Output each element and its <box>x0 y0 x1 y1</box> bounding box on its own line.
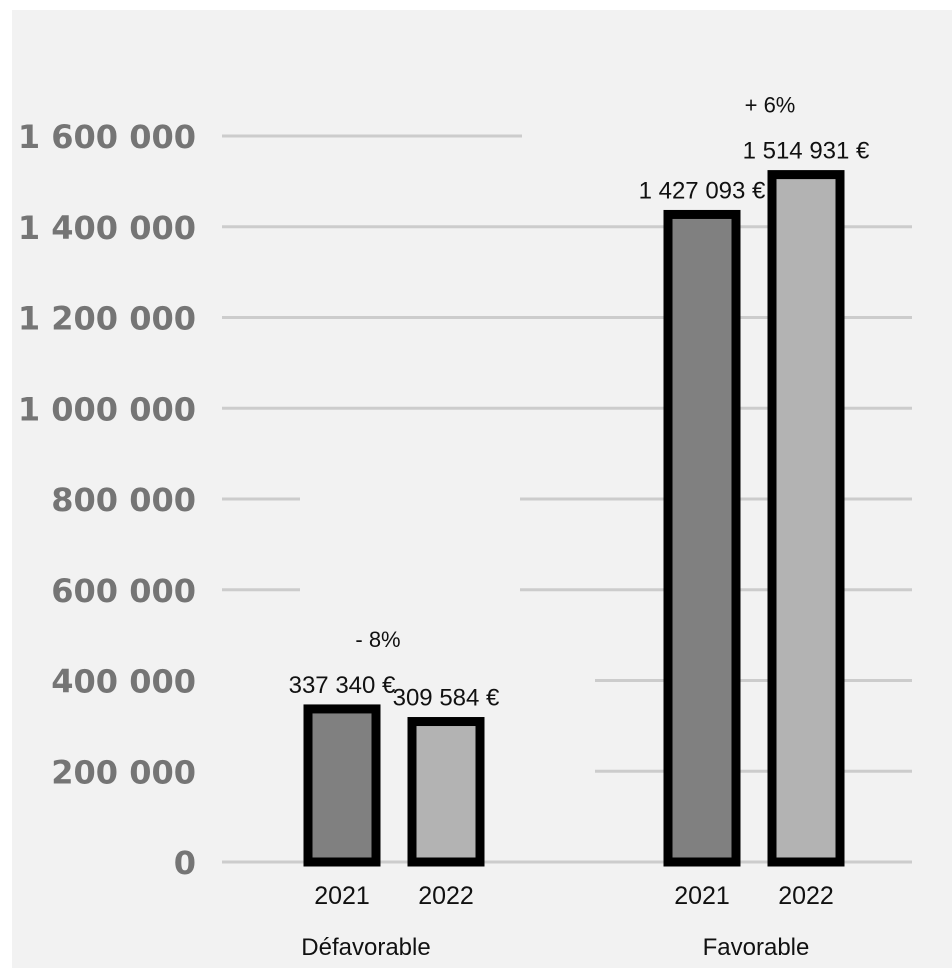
x-tick-label: 2021 <box>674 882 730 910</box>
y-tick-label: 0 <box>174 844 196 882</box>
change-label: + 6% <box>745 93 796 118</box>
data-label: 309 584 € <box>393 685 500 712</box>
y-tick-label: 200 000 <box>51 753 196 791</box>
y-tick-label: 600 000 <box>51 572 196 610</box>
group-label: Défavorable <box>301 934 430 961</box>
y-tick-label: 1 400 000 <box>18 209 196 247</box>
y-tick-label: 1 200 000 <box>18 300 196 338</box>
group-label: Favorable <box>703 934 810 961</box>
x-tick-label: 2021 <box>314 882 370 910</box>
change-label: - 8% <box>355 627 400 652</box>
data-label: 337 340 € <box>289 672 396 699</box>
bar-favorable-2021 <box>663 209 741 867</box>
y-tick-label: 1 000 000 <box>18 390 196 428</box>
x-tick-label: 2022 <box>778 882 834 910</box>
bar-défavorable-2022 <box>407 717 485 867</box>
data-label: 1 427 093 € <box>639 177 766 204</box>
data-label: 1 514 931 € <box>743 138 870 165</box>
y-tick-label: 400 000 <box>51 663 196 701</box>
y-tick-label: 1 600 000 <box>18 118 196 156</box>
y-tick-label: 800 000 <box>51 481 196 519</box>
bar-défavorable-2021 <box>303 704 381 867</box>
x-tick-label: 2022 <box>418 882 474 910</box>
bar-favorable-2022 <box>767 170 845 867</box>
